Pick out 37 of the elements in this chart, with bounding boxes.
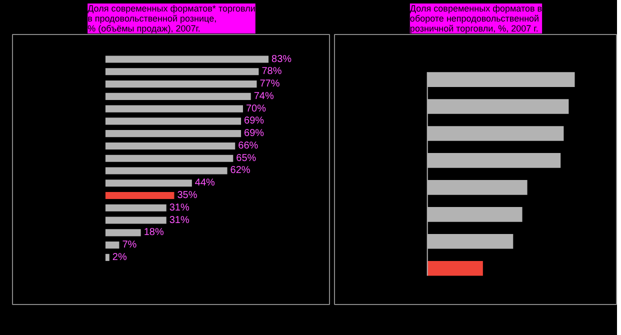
bar [105,92,251,100]
bar [105,68,259,76]
bar [105,80,257,88]
bar [105,254,110,261]
data-label: 69% [244,128,264,140]
bar [105,180,192,187]
bar [105,229,141,236]
data-label: 2% [112,252,127,263]
bar [105,192,174,200]
data-label: 74% [254,90,274,102]
data-label: 65% [236,152,256,164]
data-label: 70% [246,103,266,114]
data-label: 66% [238,140,258,152]
chart-title: Доля современных форматов* торговли в продовольственной рознице, % (объёмы продаж), 2007г. [88,4,256,34]
data-label: 69% [244,116,264,127]
bar [105,242,120,249]
chart-title: Доля современных форматов в обороте непродовольственной розничной торговли, %, 2007 г. [410,4,542,34]
bar [105,56,269,63]
bar [105,142,236,150]
data-label: 7% [122,240,137,251]
bar [105,118,242,125]
bar [105,105,243,112]
bar [105,204,166,212]
data-label: 77% [260,78,280,90]
data-label: 62% [230,165,250,176]
bar [105,216,166,224]
data-label: 83% [272,54,292,65]
data-label: 35% [177,190,198,202]
bar [105,130,242,138]
data-label: 31% [169,202,190,214]
data-label: 78% [262,66,282,78]
bar [105,167,228,174]
data-label: 18% [144,227,164,238]
data-label: 44% [194,178,216,189]
data-label: 31% [169,214,190,226]
bar [427,260,483,276]
bar [105,154,234,162]
